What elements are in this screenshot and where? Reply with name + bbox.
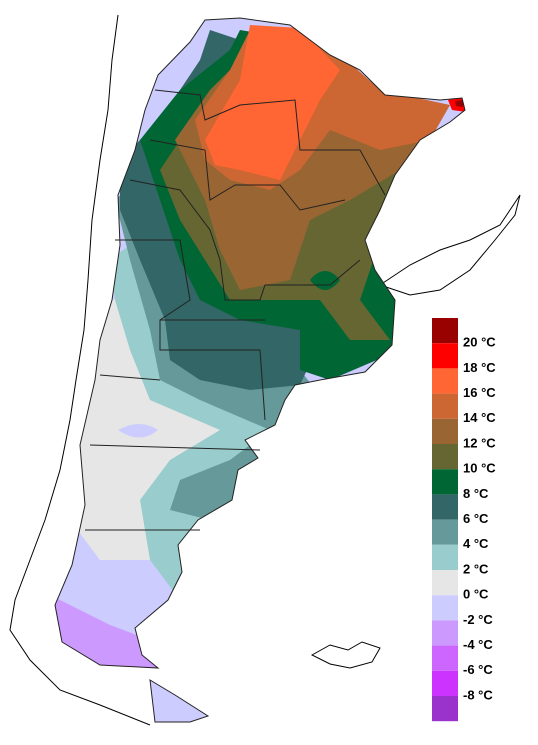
legend: 20 °C 18 °C 16 °C 14 °C 12 °C 10 °C 8 °C 6 °C 4 …	[432, 318, 496, 722]
legend-swatch	[432, 469, 458, 495]
legend-label: 0 °C	[463, 587, 489, 602]
zone-minus2-patch	[118, 424, 158, 438]
legend-swatch	[432, 368, 458, 394]
legend-label: 4 °C	[463, 536, 489, 551]
legend-label: 6 °C	[463, 511, 489, 526]
legend-label: -8 °C	[463, 687, 493, 702]
legend-swatch	[432, 570, 458, 596]
uruguay-outline	[378, 194, 521, 296]
legend-swatch	[432, 519, 458, 545]
falklands	[310, 641, 381, 669]
legend-label: 12 °C	[463, 435, 496, 450]
legend-swatch	[432, 620, 458, 646]
legend-label: 18 °C	[463, 360, 496, 375]
legend-swatch	[432, 494, 458, 520]
legend-swatch	[432, 343, 458, 369]
legend-label: 8 °C	[463, 486, 489, 501]
legend-label: 2 °C	[463, 561, 489, 576]
legend-swatch	[432, 544, 458, 570]
zone-20	[455, 100, 463, 107]
legend-swatch	[432, 418, 458, 444]
legend-swatch	[432, 670, 458, 696]
legend-swatch	[432, 444, 458, 470]
legend-label: -2 °C	[463, 612, 493, 627]
legend-swatch	[432, 595, 458, 621]
legend-label: 10 °C	[463, 461, 496, 476]
legend-label: -4 °C	[463, 637, 493, 652]
legend-label: 20 °C	[463, 335, 496, 350]
legend-label: -6 °C	[463, 662, 493, 677]
legend-label: 16 °C	[463, 385, 496, 400]
legend-swatch	[432, 645, 458, 671]
province-borders	[85, 89, 386, 531]
legend-swatch	[432, 318, 458, 344]
country-outline	[54, 17, 466, 723]
legend-label: 14 °C	[463, 410, 496, 425]
legend-swatch	[432, 696, 458, 722]
legend-swatch	[432, 393, 458, 419]
chile-coast	[9, 14, 151, 726]
